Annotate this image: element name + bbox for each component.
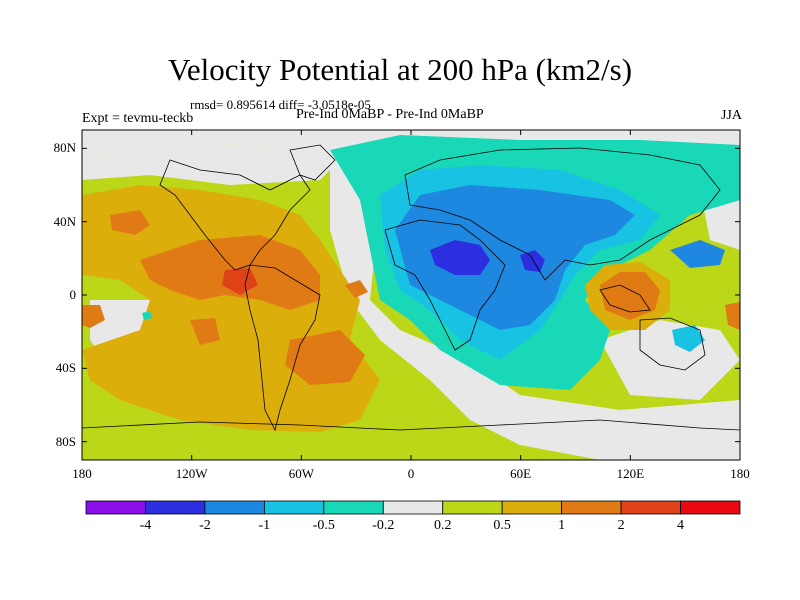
colorbar-level-label: 1 [558,518,566,533]
contour-fill-minus-2-africa [430,240,490,275]
colorbar-swatch [145,500,206,515]
contour-fill-1-2-east-pacific [190,318,220,345]
contour-fill-1-2-dateline-east [725,302,740,330]
comparison-label: Pre-Ind 0MaBP - Pre-Ind 0MaBP [296,107,484,122]
contour-field [82,130,740,460]
coastline-south-america [244,264,321,432]
contour-fill-minus-1 [395,185,635,330]
contour-fill-minus-1-pacific [670,240,725,268]
coastline-maritime-continent [599,284,651,313]
colorbar [85,500,741,515]
stats-line: rmsd= 0.895614 diff= -3.0518e-05 [190,97,371,112]
contour-fill-minus-0.5-australia [672,325,705,352]
map-title: Velocity Potential at 200 hPa (km2/s) [167,52,633,87]
lat-tick-label: 80S [55,433,76,449]
lon-tick-label: 180 [730,466,750,481]
lon-tick-label: 120W [175,466,208,481]
colorbar-swatch [620,500,681,515]
colorbar-level-label: -0.2 [372,518,395,533]
contour-fill-near-zero-arctic [82,145,330,185]
season-label: JJA [720,108,742,123]
colorbar-level-label: 2 [617,518,625,533]
lon-tick-label: 60W [288,466,314,481]
coastline-africa [384,219,506,351]
colorbar-swatch [561,500,622,515]
coastline-antarctica [82,419,740,431]
coastlines [82,144,740,432]
lat-tick-label: 0 [69,287,77,302]
contour-fill-minus-0.2-east-pacific [142,311,152,320]
coastline-greenland [289,144,336,181]
colorbar-level-label: 4 [677,518,685,533]
contour-fill-near-zero-north [82,130,740,460]
lon-tick-label: 180 [72,466,92,481]
experiment-label: Expt = tevmu-teckb [82,111,194,126]
colorbar-swatch [204,500,265,515]
colorbar-swatch [501,500,563,515]
colorbar-swatch [85,500,146,515]
contour-fill-1-2-north-pacific [110,210,150,235]
colorbar-level-label: -4 [139,518,152,533]
latitude-ticks [82,147,740,443]
colorbar-level-label: 0.5 [493,518,511,533]
lon-tick-label: 0 [407,466,415,481]
colorbar-swatch [323,500,384,515]
longitude-ticks [81,130,741,460]
lat-tick-label: 40N [53,213,76,229]
colorbar-level-label: -0.5 [312,518,335,533]
coastline-north-america [159,159,311,271]
coastline-eurasia [404,147,721,281]
contour-fill-1-2-dateline-west [82,305,105,328]
contour-fill-2-4-americas [222,268,258,295]
colorbar-level-label: 0.2 [433,518,452,533]
lon-tick-label: 120E [616,466,645,481]
contour-fill-1-2-south-atlantic [285,330,365,385]
lat-tick-label: 40S [55,360,76,376]
colorbar-swatch [680,500,741,515]
contour-fill-1-2-maritime [600,272,660,320]
lon-tick-label: 60E [510,466,532,481]
contour-fill-1-2-atlantic [345,280,368,298]
lat-tick-label: 80N [53,140,76,156]
colorbar-level-label: -2 [199,518,211,533]
coastline-australia [639,317,706,371]
contour-fill-minus-2-india [520,250,545,272]
colorbar-swatch [263,500,325,515]
colorbar-swatch [382,500,444,515]
colorbar-swatch [442,500,503,515]
colorbar-level-label: -1 [258,518,271,533]
